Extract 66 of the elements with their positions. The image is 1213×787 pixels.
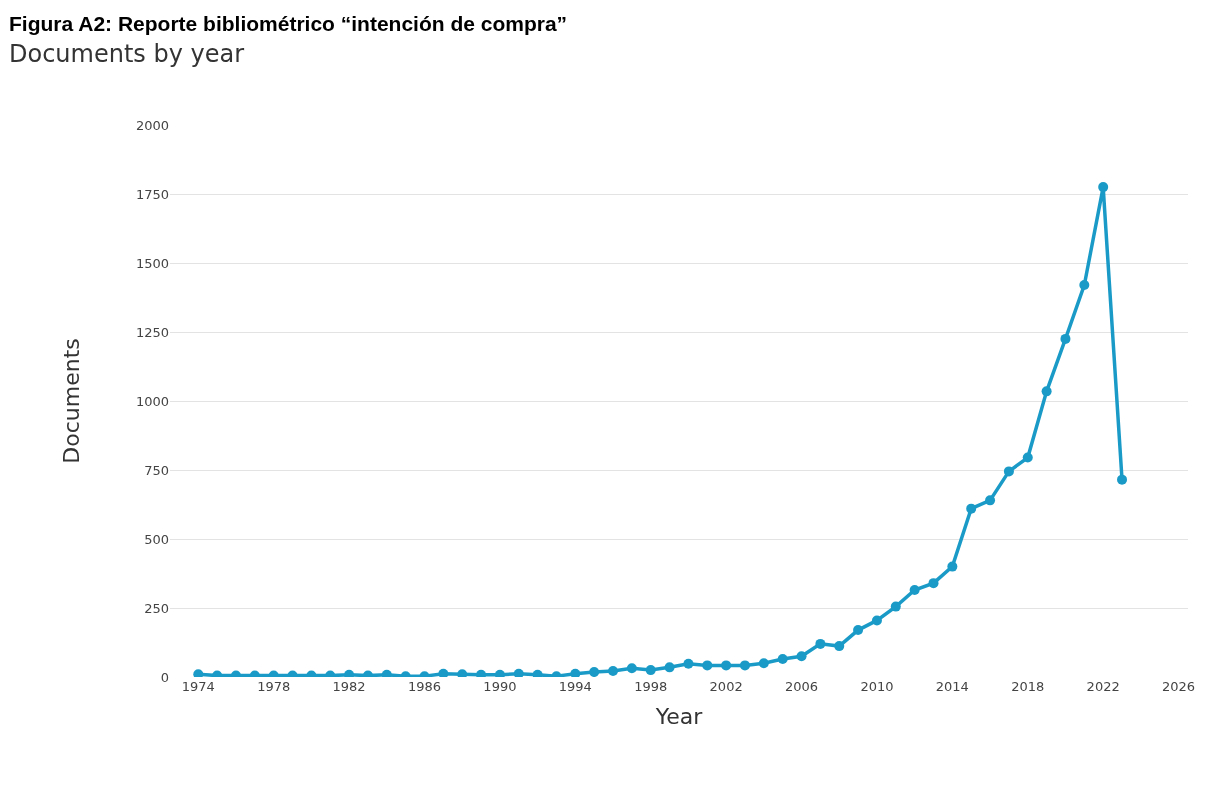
point bbox=[1022, 452, 1033, 463]
x-tick-label: 1986 bbox=[407, 679, 442, 694]
x-tick-label: 1994 bbox=[558, 679, 592, 694]
point bbox=[664, 662, 675, 673]
point bbox=[947, 561, 958, 572]
y-tick-label: 0 bbox=[160, 669, 169, 685]
x-tick-label: 1978 bbox=[257, 679, 291, 694]
point bbox=[532, 669, 543, 677]
point bbox=[796, 651, 807, 662]
point bbox=[871, 615, 882, 626]
x-tick-label: 1998 bbox=[634, 679, 668, 694]
x-tick-label: 2014 bbox=[935, 679, 969, 694]
point bbox=[702, 660, 713, 671]
point bbox=[589, 667, 600, 677]
point bbox=[890, 601, 901, 612]
point bbox=[476, 669, 487, 677]
x-tick-label: 2022 bbox=[1086, 679, 1120, 694]
x-axis-title: Year bbox=[654, 703, 704, 729]
point bbox=[834, 641, 845, 652]
point bbox=[909, 585, 920, 596]
point bbox=[966, 503, 977, 514]
point bbox=[1098, 182, 1109, 193]
point bbox=[853, 625, 864, 636]
point bbox=[344, 669, 355, 677]
point bbox=[1079, 280, 1090, 291]
point bbox=[513, 668, 524, 677]
x-tick-label: 1990 bbox=[483, 679, 517, 694]
point bbox=[928, 578, 939, 589]
x-tick-label: 2002 bbox=[709, 679, 743, 694]
y-tick-label: 1750 bbox=[135, 186, 169, 202]
x-tick-label: 1974 bbox=[181, 679, 215, 694]
chart-title: Figura A2: Reporte bibliométrico “intención de compra” bbox=[9, 12, 568, 35]
y-tick-label: 750 bbox=[144, 462, 169, 478]
x-tick-label: 1982 bbox=[332, 679, 366, 694]
y-axis-title: Documents bbox=[58, 338, 84, 464]
point bbox=[1003, 466, 1014, 477]
y-tick-label: 2000 bbox=[135, 117, 169, 133]
point bbox=[758, 658, 769, 669]
y-tick-label: 1500 bbox=[135, 255, 169, 271]
y-tick-label: 500 bbox=[144, 531, 169, 547]
point bbox=[1060, 333, 1071, 344]
point bbox=[645, 665, 656, 676]
point bbox=[381, 669, 392, 677]
point bbox=[985, 495, 996, 506]
point bbox=[457, 669, 468, 677]
chart-subtitle: Documents by year bbox=[9, 40, 245, 68]
y-tick-label: 250 bbox=[144, 600, 169, 616]
point bbox=[608, 665, 619, 676]
point bbox=[438, 668, 449, 677]
point bbox=[570, 668, 581, 677]
point bbox=[193, 669, 204, 677]
y-tick-label: 1250 bbox=[135, 324, 169, 340]
point bbox=[626, 663, 637, 674]
point bbox=[739, 660, 750, 671]
point bbox=[1041, 386, 1052, 397]
point bbox=[1117, 474, 1128, 485]
x-tick-label: 2026 bbox=[1162, 679, 1196, 694]
point bbox=[777, 654, 788, 665]
x-tick-label: 2006 bbox=[784, 679, 819, 694]
point bbox=[683, 658, 694, 669]
point bbox=[494, 669, 505, 677]
x-tick-label: 2010 bbox=[860, 679, 894, 694]
x-tick-label: 2018 bbox=[1011, 679, 1045, 694]
point bbox=[815, 638, 826, 649]
y-tick-label: 1000 bbox=[135, 393, 169, 409]
point bbox=[721, 660, 732, 671]
